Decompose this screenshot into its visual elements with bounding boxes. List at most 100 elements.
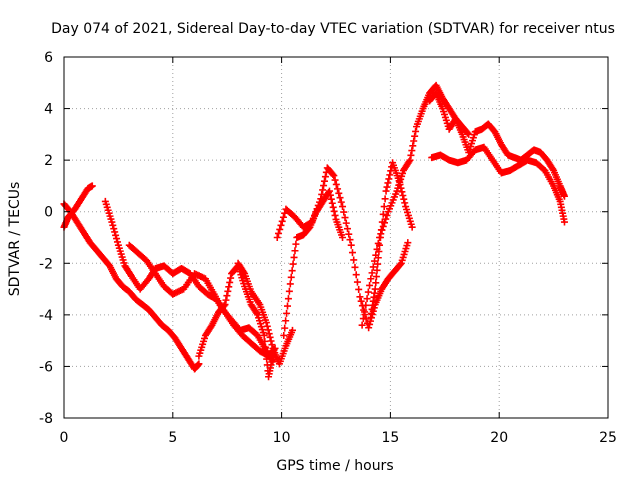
data-point xyxy=(326,191,334,199)
data-point xyxy=(288,267,296,275)
data-point xyxy=(404,239,412,247)
data-point xyxy=(336,194,344,202)
data-point xyxy=(287,273,295,281)
data-point xyxy=(266,333,274,341)
y-tick-label: -4 xyxy=(39,308,53,324)
series-track-6 xyxy=(234,259,296,368)
data-point xyxy=(331,176,339,184)
data-point xyxy=(378,218,386,226)
y-tick-label: -8 xyxy=(39,411,53,427)
data-point xyxy=(113,238,121,246)
data-point xyxy=(265,330,273,338)
data-point xyxy=(221,301,229,309)
data-point xyxy=(108,218,116,226)
chart-title: Day 074 of 2021, Sidereal Day-to-day VTE… xyxy=(51,21,615,37)
data-point xyxy=(549,165,557,173)
data-point xyxy=(281,324,289,332)
data-point xyxy=(560,218,568,226)
data-point xyxy=(366,320,374,328)
data-point xyxy=(262,349,270,357)
data-point xyxy=(276,225,284,233)
x-tick-label: 5 xyxy=(168,430,177,446)
data-point xyxy=(407,151,415,159)
data-point xyxy=(355,285,363,293)
data-point xyxy=(560,192,568,200)
data-point xyxy=(268,341,276,349)
data-point xyxy=(340,208,348,216)
data-point xyxy=(339,234,347,241)
data-point xyxy=(367,275,375,283)
data-point xyxy=(267,337,275,345)
data-point xyxy=(400,195,408,203)
data-point xyxy=(327,195,335,203)
data-point xyxy=(328,199,336,207)
data-point xyxy=(408,223,416,231)
series-track-10 xyxy=(367,159,416,321)
data-point xyxy=(321,173,329,181)
data-point xyxy=(319,186,327,194)
data-point xyxy=(372,279,380,287)
y-tick-label: 6 xyxy=(44,50,53,66)
data-point xyxy=(264,326,272,334)
data-point xyxy=(280,331,288,339)
data-point xyxy=(347,241,355,249)
data-point xyxy=(395,177,403,185)
data-point xyxy=(332,180,340,188)
data-point xyxy=(286,280,294,288)
data-point xyxy=(195,360,203,368)
x-tick-label: 25 xyxy=(599,430,617,446)
data-point xyxy=(273,234,281,241)
y-tick-label: 0 xyxy=(44,205,53,221)
data-point xyxy=(339,203,347,211)
data-point xyxy=(381,195,389,203)
data-point xyxy=(385,175,393,183)
data-point xyxy=(224,287,232,295)
data-point xyxy=(282,317,290,325)
data-point xyxy=(398,188,406,196)
axes xyxy=(63,56,609,419)
data-point xyxy=(318,190,326,198)
data-point xyxy=(346,236,354,244)
data-point xyxy=(371,285,379,293)
data-point xyxy=(223,292,231,300)
x-tick-label: 10 xyxy=(273,430,291,446)
data-point xyxy=(279,213,287,221)
data-point xyxy=(253,309,261,317)
x-tick-label: 15 xyxy=(381,430,399,446)
data-point xyxy=(361,308,369,316)
data-point xyxy=(369,263,377,271)
series-track-4 xyxy=(125,241,277,365)
data-point xyxy=(464,129,472,137)
data-point xyxy=(358,321,366,329)
data-point xyxy=(260,331,268,339)
data-point xyxy=(373,266,381,274)
data-point xyxy=(348,249,356,257)
data-point xyxy=(284,295,292,303)
data-point xyxy=(290,253,298,261)
data-point xyxy=(284,302,292,310)
data-point xyxy=(396,180,404,188)
data-point xyxy=(226,278,234,286)
y-tick-label: -2 xyxy=(39,256,53,272)
data-point xyxy=(262,319,270,327)
data-point xyxy=(320,182,328,190)
data-point xyxy=(288,326,296,334)
data-point xyxy=(341,214,349,222)
data-point xyxy=(350,256,358,264)
data-point xyxy=(364,288,372,296)
x-tick-label: 0 xyxy=(60,430,69,446)
data-point xyxy=(399,192,407,200)
data-point xyxy=(227,274,235,282)
data-point xyxy=(384,179,392,187)
data-point xyxy=(292,240,300,248)
data-point xyxy=(356,293,364,301)
data-point xyxy=(405,158,413,166)
data-point xyxy=(335,189,343,197)
data-point xyxy=(365,324,373,332)
data-point xyxy=(368,269,376,277)
data-point xyxy=(325,187,333,195)
data-point xyxy=(330,207,338,215)
data-point xyxy=(374,260,382,268)
data-point xyxy=(396,260,404,268)
data-point xyxy=(359,315,367,323)
